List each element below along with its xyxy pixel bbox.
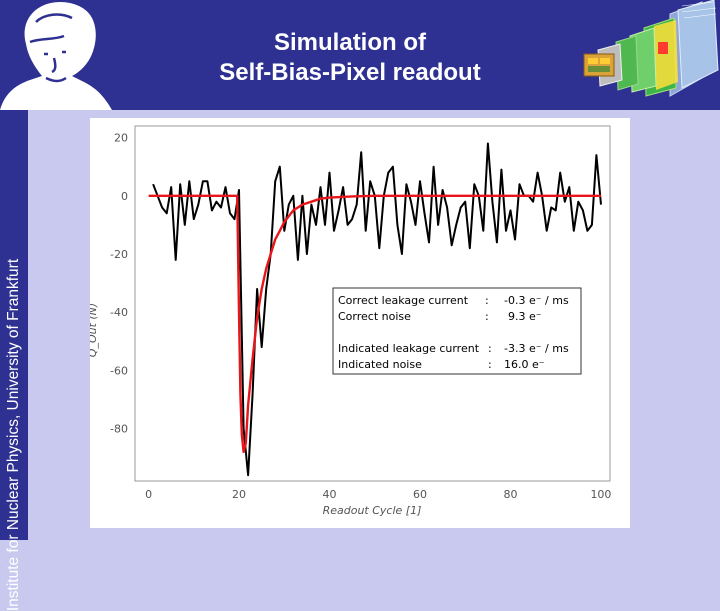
university-logo [0,0,112,110]
x-tick-label: 100 [590,488,611,501]
y-tick-label: -20 [110,248,128,261]
info-label-leakage-indicated: Indicated leakage current [338,342,480,355]
y-tick-label: 0 [121,190,128,203]
info-label-leakage-correct: Correct leakage current [338,294,469,307]
y-tick-label: -40 [110,306,128,319]
info-sep-leakage-indicated: : [488,342,492,355]
detector-graphic [578,0,720,105]
info-sep-noise-indicated: : [488,358,492,371]
info-label-noise-correct: Correct noise [338,310,411,323]
info-label-noise-indicated: Indicated noise [338,358,422,371]
x-tick-label: 80 [503,488,517,501]
y-tick-label: -80 [110,423,128,436]
x-tick-label: 60 [413,488,427,501]
x-axis-label: Readout Cycle [1] [323,504,422,517]
info-value-noise-indicated: 16.0 e⁻ [504,358,545,371]
slide-title: Simulation of Self-Bias-Pixel readout [140,28,560,88]
info-box: Correct leakage current : -0.3 e⁻ / ms C… [332,287,582,375]
series-line-correct [148,194,601,454]
y-axis-label: Q_Out (N) [90,303,99,357]
y-tick-label: -60 [110,364,128,377]
x-tick-label: 40 [323,488,337,501]
chart: 20 0 -20 -40 -60 -80 0 20 40 60 80 100 Q_Out (N) R… [86,125,611,517]
info-sep-leakage-correct: : [485,294,489,307]
info-value-noise-correct: 9.3 e⁻ [508,310,542,323]
info-value-leakage-indicated: -3.3 e⁻ / ms [504,342,569,355]
slide-title-line-2: Self-Bias-Pixel readout [219,59,481,86]
y-tick-label: 20 [114,132,128,145]
plot-frame [134,125,611,482]
sidebar-band: Institute for Nuclear Physics, Universit… [0,110,28,611]
x-tick-label: 20 [232,488,246,501]
plot-area: 20 0 -20 -40 -60 -80 0 20 40 60 80 100 Q_Out (N) R… [86,118,630,528]
x-tick-label: 0 [145,488,152,501]
slide-title-line-1: Simulation of [274,29,426,56]
institute-label: Institute for Nuclear Physics, Universit… [5,258,22,611]
info-sep-noise-correct: : [485,310,489,323]
info-value-leakage-correct: -0.3 e⁻ / ms [504,294,569,307]
